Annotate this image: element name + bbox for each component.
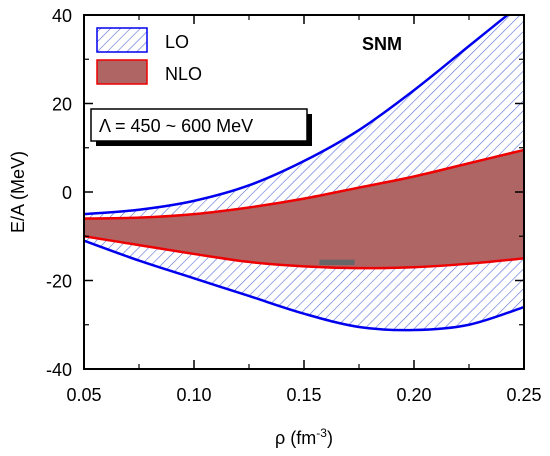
bands-layer [84, 15, 524, 332]
nlo-band-fill [84, 149, 524, 269]
legend: LO NLO [96, 27, 202, 85]
saturation-box [319, 259, 355, 266]
snm-tag: SNM [362, 34, 402, 54]
y-tick-label: 40 [52, 6, 72, 26]
nlo-lower-edge [84, 235, 524, 270]
x-tick-label: 0.25 [506, 385, 541, 405]
x-tick-label: 0.05 [66, 385, 101, 405]
annotation-text: Λ = 450 ~ 600 MeV [99, 116, 253, 136]
x-tick-label: 0.10 [176, 385, 211, 405]
legend-swatch-nlo [96, 59, 148, 85]
plot-frame [83, 14, 525, 370]
x-axis-label-main: ρ (fm [275, 428, 316, 448]
x-tick-label: 0.15 [286, 385, 321, 405]
y-tick-label: -40 [46, 360, 72, 380]
x-axis-label: ρ (fm-3) [275, 426, 333, 448]
x-axis-label-sup: -3 [316, 426, 327, 440]
lo-lower-edge [84, 239, 524, 332]
cutoff-annotation: Λ = 450 ~ 600 MeV [90, 108, 312, 146]
annotation-box [90, 108, 308, 142]
y-axis-label: E/A (MeV) [8, 151, 28, 233]
legend-label-lo: LO [165, 32, 189, 52]
y-tick-label: 20 [52, 95, 72, 115]
lo-upper-edge [84, 15, 510, 216]
nlo-upper-edge [84, 148, 524, 220]
legend-swatch-lo [96, 27, 148, 53]
x-axis-label-close: ) [327, 428, 333, 448]
x-tick-label: 0.20 [396, 385, 431, 405]
legend-label-nlo: NLO [165, 64, 202, 84]
y-tick-label: 0 [62, 183, 72, 203]
y-tick-label: -20 [46, 272, 72, 292]
